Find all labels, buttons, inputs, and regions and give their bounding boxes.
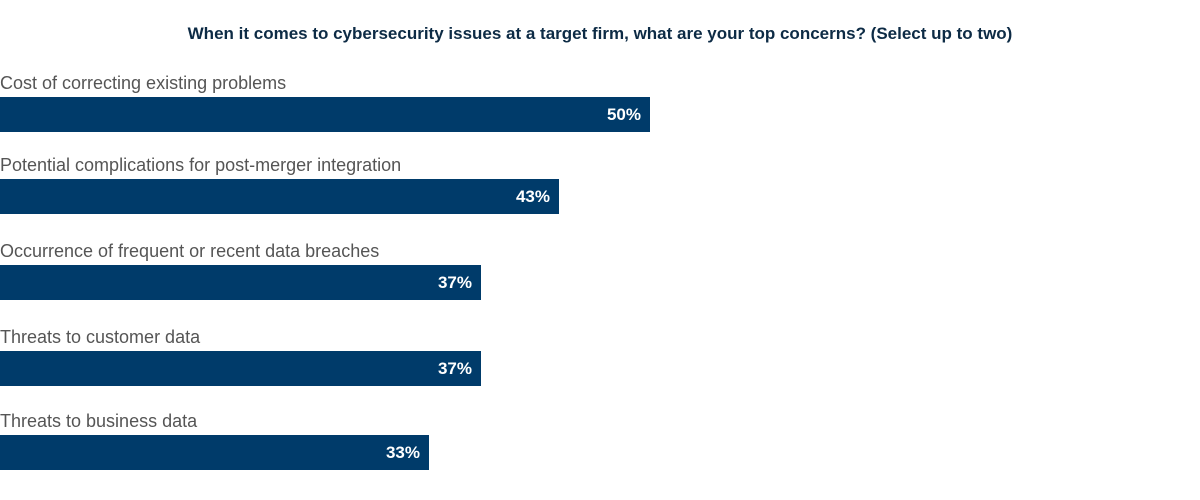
category-label: Cost of correcting existing problems <box>0 73 287 93</box>
bar: 37% <box>0 351 481 386</box>
bar: 50% <box>0 97 650 132</box>
bar: 37% <box>0 265 481 300</box>
category-label: Potential complications for post-merger … <box>0 155 402 175</box>
data-label: 43% <box>515 187 550 206</box>
data-label: 37% <box>437 273 472 292</box>
bar: 43% <box>0 179 559 214</box>
data-label: 50% <box>606 105 641 124</box>
data-label: 33% <box>385 443 420 462</box>
category-label: Threats to customer data <box>0 327 201 347</box>
chart-title: When it comes to cybersecurity issues at… <box>187 24 1013 43</box>
bar: 33% <box>0 435 429 470</box>
category-label: Threats to business data <box>0 411 198 431</box>
category-label: Occurrence of frequent or recent data br… <box>0 241 380 261</box>
data-label: 37% <box>437 359 472 378</box>
